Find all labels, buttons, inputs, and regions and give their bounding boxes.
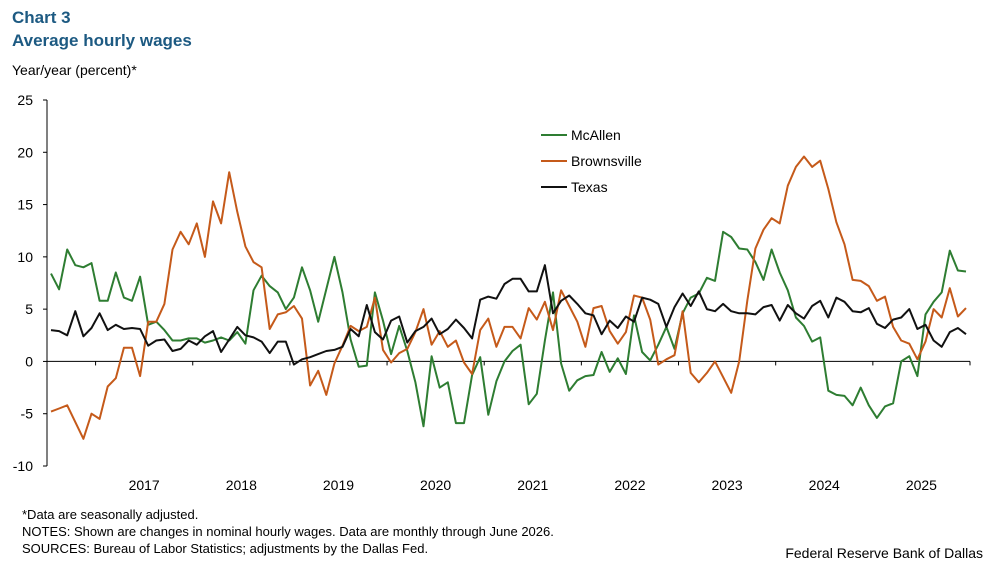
x-tick-label: 2017: [129, 477, 160, 493]
series-line-mcallen: [50, 230, 967, 428]
series-line-texas: [50, 264, 967, 366]
y-tick-label: 20: [17, 144, 33, 160]
x-tick-label: 2023: [712, 477, 743, 493]
y-tick-label: 10: [17, 249, 33, 265]
legend-label-texas: Texas: [571, 179, 608, 195]
y-tick-label: 15: [17, 197, 33, 213]
x-tick-label: 2024: [809, 477, 840, 493]
x-tick-label: 2022: [614, 477, 645, 493]
y-axis-unit-label: Year/year (percent)*: [12, 62, 137, 78]
chart-title: Average hourly wages: [12, 31, 192, 50]
series-line-brownsville: [50, 155, 967, 440]
x-tick-label: 2020: [420, 477, 451, 493]
footnote-notes: NOTES: Shown are changes in nominal hour…: [22, 524, 554, 539]
legend-label-mcallen: McAllen: [571, 127, 621, 143]
x-tick-label: 2018: [226, 477, 257, 493]
footnote-seasonal: *Data are seasonally adjusted.: [22, 507, 199, 522]
x-tick-label: 2025: [906, 477, 937, 493]
y-tick-label: 25: [17, 92, 33, 108]
source-credit: Federal Reserve Bank of Dallas: [785, 545, 983, 561]
chart-label: Chart 3: [12, 8, 71, 27]
y-tick-label: 5: [25, 301, 33, 317]
x-tick-label: 2019: [323, 477, 354, 493]
y-tick-label: 0: [25, 353, 33, 369]
x-tick-label: 2021: [517, 477, 548, 493]
footnote-sources: SOURCES: Bureau of Labor Statistics; adj…: [22, 541, 429, 556]
y-tick-label: -10: [13, 458, 33, 474]
y-tick-label: -5: [21, 406, 34, 422]
legend-label-brownsville: Brownsville: [571, 153, 642, 169]
